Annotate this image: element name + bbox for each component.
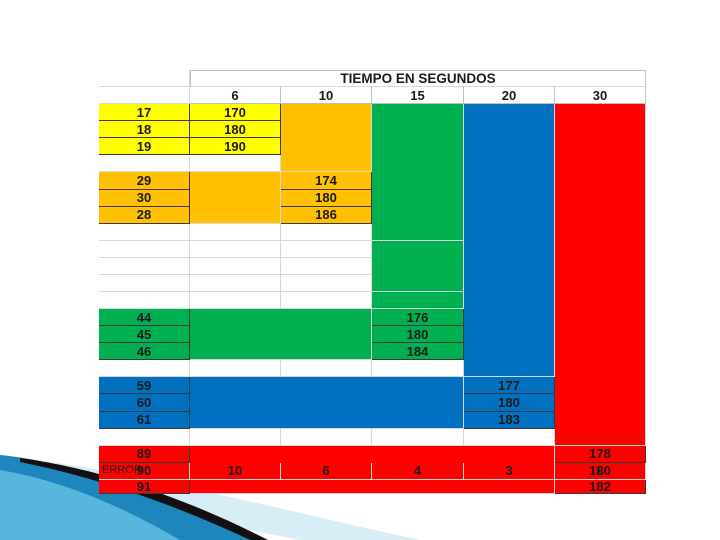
row-label-29: 29 xyxy=(99,172,190,190)
value-cell: 178 xyxy=(555,445,646,463)
corner-cell xyxy=(99,87,190,105)
time-header-10: 10 xyxy=(281,87,372,105)
spacer-cell xyxy=(99,257,190,275)
empty-cell xyxy=(281,428,372,446)
row-label-46: 46 xyxy=(99,343,190,361)
error-value: 4 xyxy=(372,462,464,480)
swoosh-dark xyxy=(20,458,268,540)
row-label-30: 30 xyxy=(99,189,190,207)
row-label-45: 45 xyxy=(99,326,190,344)
empty-cell xyxy=(281,257,372,275)
spacer-cell xyxy=(99,292,190,310)
row-label-19: 19 xyxy=(99,138,190,156)
empty-cell xyxy=(190,155,281,173)
empty-cell xyxy=(190,240,281,258)
value-cell: 176 xyxy=(372,309,464,327)
empty-cell xyxy=(190,274,281,293)
empty-cell xyxy=(281,223,372,241)
error-value: 6 xyxy=(281,462,372,480)
empty-cell xyxy=(190,428,281,446)
time-header-30: 30 xyxy=(555,87,646,105)
value-cell: 180 xyxy=(464,394,555,412)
empty-cell xyxy=(372,360,464,378)
value-cell: 180 xyxy=(190,121,281,139)
empty-cell xyxy=(190,223,281,241)
orange-block xyxy=(281,104,372,173)
value-cell: 183 xyxy=(464,411,555,429)
time-header-6: 6 xyxy=(190,87,281,105)
spacer-cell xyxy=(99,274,190,293)
spacer-cell xyxy=(99,155,190,173)
row-label-59: 59 xyxy=(99,377,190,395)
spacer-cell xyxy=(99,223,190,241)
error-label: ERROR xyxy=(99,462,190,480)
value-cell: 186 xyxy=(281,206,372,224)
empty-cell xyxy=(281,240,372,258)
red-block xyxy=(190,445,555,494)
row-label-91: 91 xyxy=(99,479,190,494)
table-title: TIEMPO EN SEGUNDOS xyxy=(190,70,646,88)
value-cell: 190 xyxy=(190,138,281,156)
error-value: 10 xyxy=(190,462,281,480)
value-cell: 177 xyxy=(464,377,555,395)
error-value: 2 xyxy=(555,462,646,480)
empty-cell xyxy=(281,292,372,310)
row-label-28: 28 xyxy=(99,206,190,224)
corner-cell xyxy=(99,70,190,88)
empty-cell xyxy=(281,360,372,378)
value-cell: 182 xyxy=(555,479,646,494)
blue-block xyxy=(464,104,555,378)
time-header-20: 20 xyxy=(464,87,555,105)
row-label-60: 60 xyxy=(99,394,190,412)
row-label-17: 17 xyxy=(99,104,190,122)
green-block xyxy=(190,309,372,361)
green-block xyxy=(372,223,464,241)
empty-cell xyxy=(190,292,281,310)
empty-cell xyxy=(372,274,464,293)
value-cell: 174 xyxy=(281,172,372,190)
spacer-cell xyxy=(99,240,190,258)
row-label-89: 89 xyxy=(99,445,190,463)
spacer-cell xyxy=(99,360,190,378)
empty-cell xyxy=(190,360,281,378)
empty-cell xyxy=(464,428,555,446)
row-label-44: 44 xyxy=(99,309,190,327)
value-cell: 180 xyxy=(281,189,372,207)
empty-cell xyxy=(372,428,464,446)
red-block xyxy=(555,104,646,446)
value-cell: 170 xyxy=(190,104,281,122)
value-cell: 180 xyxy=(372,326,464,344)
empty-cell xyxy=(281,274,372,293)
error-value: 3 xyxy=(464,462,555,480)
row-label-18: 18 xyxy=(99,121,190,139)
empty-cell xyxy=(372,292,464,310)
orange-block xyxy=(190,172,281,224)
green-block xyxy=(372,104,464,310)
swoosh-blue-highlight xyxy=(0,470,180,540)
data-table: TIEMPO EN SEGUNDOS 6 10 15 20 30 17 170 18 180 19 1… xyxy=(99,70,646,494)
row-label-61: 61 xyxy=(99,411,190,429)
value-cell: 184 xyxy=(372,343,464,361)
spacer-cell xyxy=(99,428,190,446)
empty-cell xyxy=(190,257,281,275)
blue-block xyxy=(190,377,464,429)
time-header-15: 15 xyxy=(372,87,464,105)
